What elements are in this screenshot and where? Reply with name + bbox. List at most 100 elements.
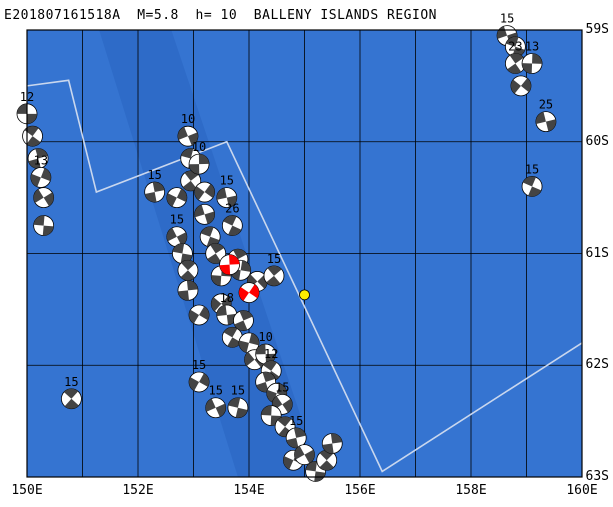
depth-label: 15 <box>208 384 222 398</box>
event-beachball: 13 <box>521 40 543 74</box>
epicenter-marker <box>299 289 310 301</box>
compressional-quadrant <box>249 284 259 299</box>
compressional-quadrant <box>64 398 79 409</box>
event-beachball <box>316 449 338 471</box>
compressional-quadrant <box>144 192 157 203</box>
compressional-quadrant <box>176 232 187 246</box>
compressional-quadrant <box>228 225 242 236</box>
compressional-quadrant <box>330 433 343 444</box>
compressional-quadrant <box>194 186 205 201</box>
event-beachball <box>33 187 55 209</box>
compressional-quadrant <box>256 382 269 393</box>
plate-boundary-line <box>26 79 583 473</box>
event-beachball <box>205 243 227 264</box>
event-beachball <box>177 279 199 301</box>
depth-label: 13 <box>525 40 539 54</box>
compressional-quadrant <box>189 377 200 391</box>
event-beachball: 25 <box>535 98 557 133</box>
depth-label: 26 <box>225 202 239 216</box>
event-beachball <box>27 148 49 169</box>
compressional-quadrant <box>226 195 237 208</box>
map-frame <box>26 29 583 478</box>
compressional-quadrant <box>282 398 293 413</box>
event-beachball <box>194 203 216 225</box>
compressional-quadrant <box>210 243 225 254</box>
latitude-tick-label: 63S <box>585 469 609 484</box>
depth-label: 15 <box>500 12 514 26</box>
compressional-quadrant <box>319 460 334 471</box>
compressional-quadrant <box>233 249 247 260</box>
compressional-quadrant <box>199 373 210 387</box>
compressional-quadrant <box>43 192 54 207</box>
compressional-quadrant <box>532 53 543 64</box>
compressional-quadrant <box>189 309 200 324</box>
depth-label: 15 <box>275 380 289 394</box>
depth-label: 15 <box>231 384 245 398</box>
event-beachball <box>221 326 243 348</box>
compressional-quadrant <box>172 243 185 254</box>
compressional-quadrant <box>305 461 317 472</box>
compressional-quadrant <box>497 26 508 39</box>
compressional-quadrant <box>263 360 277 371</box>
compressional-quadrant <box>270 415 282 426</box>
latitude-tick-label: 62S <box>585 357 609 373</box>
event-beachball: 10 <box>177 112 199 147</box>
event-beachball: 13 <box>30 154 52 188</box>
event-beachball: 15 <box>521 162 543 197</box>
depth-label: 15 <box>64 375 78 389</box>
compressional-quadrant <box>17 103 27 114</box>
event-beachball: 15 <box>227 384 249 419</box>
event-beachball: 15 <box>61 375 82 410</box>
compressional-quadrant <box>276 383 287 397</box>
event-beachball <box>177 259 199 281</box>
compressional-quadrant <box>33 215 45 226</box>
compressional-quadrant <box>24 126 39 137</box>
compressional-quadrant <box>166 193 177 207</box>
compressional-quadrant <box>234 320 248 331</box>
compressional-quadrant <box>166 227 177 242</box>
compressional-quadrant <box>211 297 222 312</box>
compressional-quadrant <box>294 445 305 460</box>
event-beachball <box>188 304 210 326</box>
depth-label: 15 <box>170 213 184 227</box>
compressional-quadrant <box>520 78 531 93</box>
compressional-quadrant <box>509 53 524 64</box>
compressional-quadrant <box>187 132 198 146</box>
compressional-quadrant <box>239 310 253 321</box>
compressional-quadrant <box>205 398 216 412</box>
main-event-beachball <box>219 254 240 276</box>
event-beachball: 10 <box>255 330 277 365</box>
event-beachball <box>233 310 254 331</box>
compressional-quadrant <box>204 183 215 198</box>
event-beachball <box>510 75 532 97</box>
compressional-quadrant <box>249 333 259 346</box>
event-beachball <box>294 444 315 466</box>
compressional-quadrant <box>304 449 315 464</box>
compressional-quadrant <box>180 270 195 281</box>
event-beachball: 15 <box>285 414 307 449</box>
compressional-quadrant <box>204 211 215 224</box>
compressional-quadrant <box>535 111 546 125</box>
event-beachball: 15 <box>263 252 285 287</box>
compressional-quadrant <box>216 305 227 317</box>
depth-label: 10 <box>192 140 206 154</box>
compressional-quadrant <box>194 204 205 218</box>
event-beachball: 15 <box>205 384 227 419</box>
compressional-quadrant <box>507 63 522 74</box>
compressional-quadrant <box>293 427 306 438</box>
compressional-quadrant <box>28 158 41 169</box>
depth-label: 18 <box>220 291 234 305</box>
event-beachball: 15 <box>166 213 188 248</box>
main-event-beachball <box>238 282 260 304</box>
compressional-quadrant <box>277 416 292 427</box>
event-beachball <box>260 405 282 426</box>
longitude-tick-label: 154E <box>233 483 265 498</box>
compressional-quadrant <box>152 182 165 193</box>
compressional-quadrant <box>510 79 521 94</box>
event-beachball <box>171 243 193 264</box>
depth-label: 15 <box>147 168 161 182</box>
longitude-tick-label: 158E <box>455 483 487 498</box>
compressional-quadrant <box>223 215 237 226</box>
longitude-tick-label: 150E <box>11 483 43 498</box>
